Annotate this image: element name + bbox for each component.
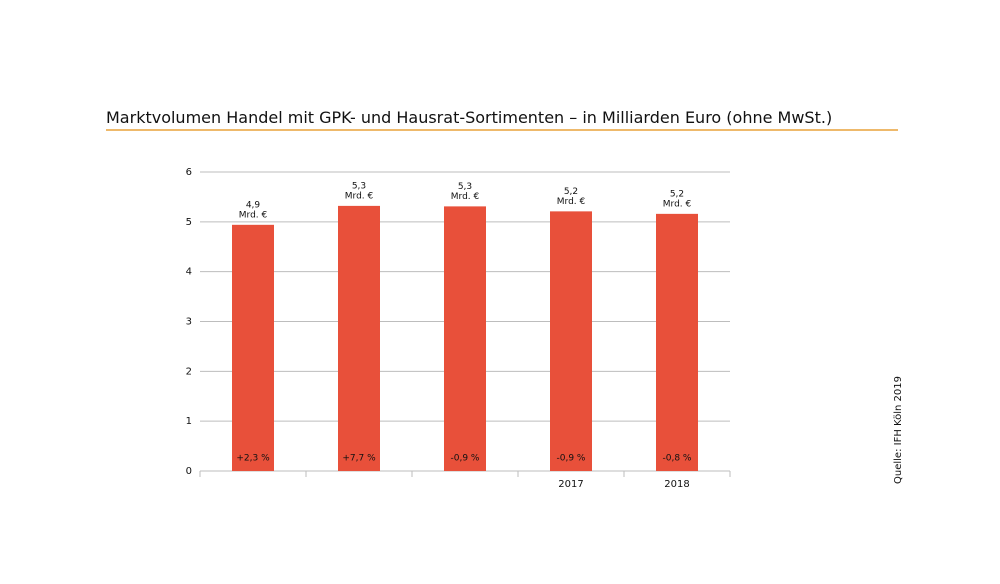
value-unit: Mrd. € [557,197,586,207]
value-unit: Mrd. € [451,192,480,202]
value-label: 5,3 [458,182,472,192]
y-tick-label: 5 [186,217,192,228]
growth-label: -0,9 % [557,454,586,464]
value-label: 4,9 [246,200,261,210]
y-tick-label: 4 [186,267,192,278]
chart-title: Marktvolumen Handel mit GPK- und Hausrat… [106,108,832,127]
growth-label: +2,3 % [236,454,270,464]
value-unit: Mrd. € [663,199,692,209]
growth-label: -0,8 % [663,454,692,464]
value-unit: Mrd. € [239,210,268,220]
growth-label: -0,9 % [451,454,480,464]
value-label: 5,2 [670,189,684,199]
value-label: 5,2 [564,187,578,197]
y-tick-label: 3 [186,317,192,328]
bar [656,213,698,472]
bar [444,206,486,471]
source-note: Quelle: IFH Köln 2019 [893,376,904,484]
x-tick-label: 2017 [558,479,583,490]
value-label: 5,3 [352,181,366,191]
y-tick-label: 6 [186,167,192,178]
y-tick-label: 2 [186,366,192,377]
y-tick-label: 0 [186,466,192,477]
bar [550,211,592,471]
x-tick-label: 2018 [664,479,689,490]
bar [232,224,274,471]
value-unit: Mrd. € [345,191,374,201]
growth-label: +7,7 % [342,454,376,464]
bar [338,205,380,472]
y-tick-label: 1 [186,416,192,427]
